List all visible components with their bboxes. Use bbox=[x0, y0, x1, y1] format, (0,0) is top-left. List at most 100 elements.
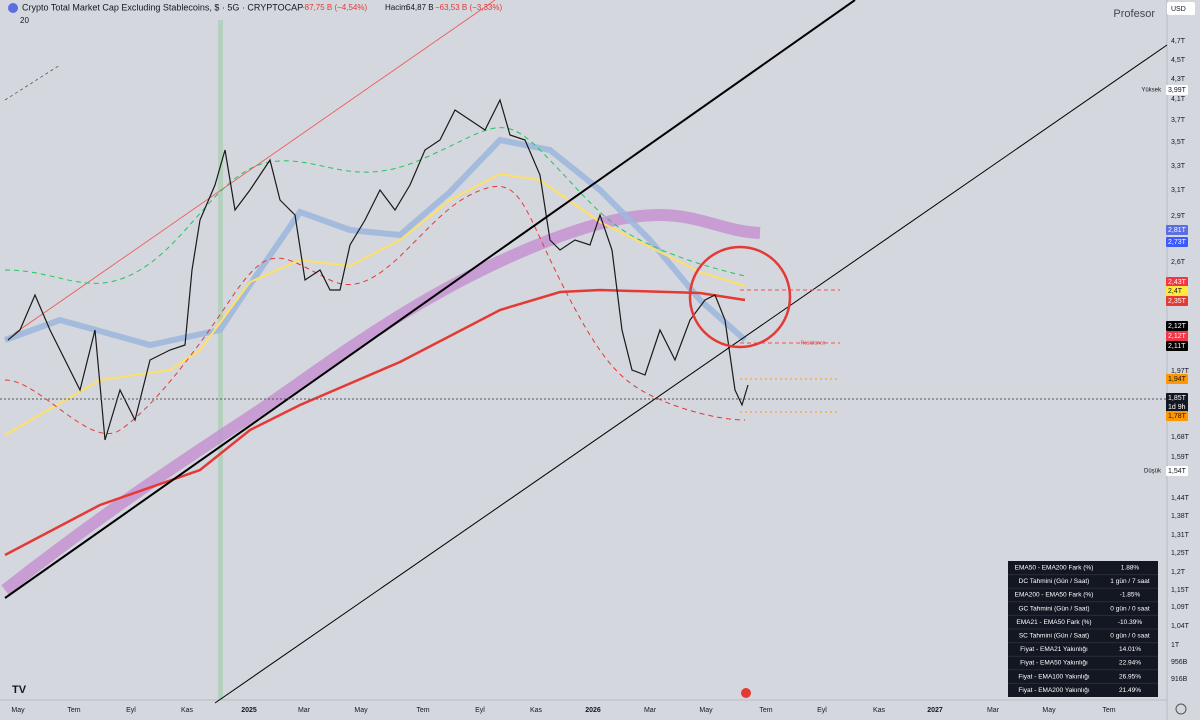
settings-icon[interactable] bbox=[1175, 703, 1187, 715]
currency-button[interactable] bbox=[1167, 2, 1195, 15]
high-marker: Yüksek bbox=[1141, 88, 1162, 94]
price-badge bbox=[1166, 277, 1188, 287]
price-label: 3,1T bbox=[1171, 187, 1186, 194]
time-label: Tem bbox=[1102, 707, 1115, 714]
ema200 bbox=[4, 288, 746, 557]
price-badge-label: 1d 9h bbox=[1168, 404, 1186, 411]
table-label: SC Tahmini (Gün / Saat) bbox=[1019, 633, 1089, 640]
price-label: 1,59T bbox=[1171, 454, 1190, 461]
table-value: 1 gün / 7 saat bbox=[1110, 578, 1150, 585]
price-badge-label: 2,11T bbox=[1168, 343, 1186, 350]
time-label: 2026 bbox=[585, 707, 601, 714]
price-badge-label: 2,12T bbox=[1168, 323, 1187, 330]
price-label: 916B bbox=[1171, 676, 1188, 683]
time-label: Mar bbox=[298, 707, 311, 714]
price-label: 3,5T bbox=[1171, 139, 1186, 146]
price-label: 1,15T bbox=[1171, 587, 1190, 594]
price-badge bbox=[1166, 466, 1188, 476]
table-label: EMA200 - EMA50 Fark (%) bbox=[1015, 592, 1094, 599]
table-value: 0 gün / 0 saat bbox=[1110, 633, 1150, 640]
table-value: 0 gün / 0 saat bbox=[1110, 605, 1150, 612]
time-label: May bbox=[354, 707, 368, 714]
price-badge-label: 2,81T bbox=[1168, 227, 1187, 234]
price-badge-label: 1,54T bbox=[1168, 468, 1187, 475]
price-label: 1,2T bbox=[1171, 569, 1186, 576]
price-label: 3,7T bbox=[1171, 117, 1186, 124]
volume-change: −63,53 B (−3,33%) bbox=[435, 3, 502, 12]
time-label: Eyl bbox=[475, 707, 485, 714]
time-label: Kas bbox=[181, 707, 194, 714]
time-label: Tem bbox=[416, 707, 429, 714]
price-label: 956B bbox=[1171, 659, 1188, 666]
table-label: Fiyat - EMA21 Yakınlığı bbox=[1020, 646, 1088, 653]
time-label: Kas bbox=[530, 707, 543, 714]
highlight-circle bbox=[688, 245, 792, 349]
table-label: GC Tahmini (Gün / Saat) bbox=[1018, 605, 1089, 612]
volume-label: Hacim bbox=[385, 3, 408, 12]
time-label: 2025 bbox=[241, 707, 257, 714]
low-marker: Düşük bbox=[1144, 469, 1162, 475]
currency[interactable]: USD bbox=[1171, 6, 1186, 13]
price-badge bbox=[1166, 411, 1188, 421]
table-value: -1.85% bbox=[1120, 592, 1141, 599]
price-badge bbox=[1166, 237, 1188, 247]
table-value: -10.39% bbox=[1118, 619, 1142, 626]
price-badge-label: 3,99T bbox=[1168, 87, 1187, 94]
symbol-icon bbox=[8, 3, 18, 13]
highlight-band bbox=[218, 20, 223, 700]
time-label: May bbox=[11, 707, 25, 714]
table-value: 1.88% bbox=[1121, 565, 1140, 572]
time-label: May bbox=[699, 707, 713, 714]
price-badge bbox=[1166, 286, 1188, 296]
dc-lower bbox=[4, 185, 746, 434]
price-label: 2,9T bbox=[1171, 213, 1186, 220]
price-badge bbox=[1166, 85, 1188, 95]
price-label: 1,31T bbox=[1171, 532, 1190, 539]
table-value: 21.49% bbox=[1119, 687, 1141, 694]
table-label: EMA50 - EMA200 Fark (%) bbox=[1015, 565, 1094, 572]
price-label: 1T bbox=[1171, 642, 1180, 649]
time-label: 2027 bbox=[927, 707, 943, 714]
price-label: 4,3T bbox=[1171, 76, 1186, 83]
price-badge-label: 2,35T bbox=[1168, 298, 1187, 305]
price-label: 1,09T bbox=[1171, 604, 1190, 611]
price-badge-label: 2,43T bbox=[1168, 279, 1187, 286]
price-label: 1,97T bbox=[1171, 368, 1190, 375]
table-label: DC Tahmini (Gün / Saat) bbox=[1019, 578, 1090, 585]
price-badge-label: 2,73T bbox=[1168, 239, 1187, 246]
price-label: 4,1T bbox=[1171, 96, 1186, 103]
price-badge bbox=[1166, 393, 1188, 403]
price-badge bbox=[1166, 341, 1188, 351]
change: −87,75 B (−4,54%) bbox=[300, 3, 367, 12]
price-badge bbox=[1166, 225, 1188, 235]
trendline bbox=[4, 0, 856, 599]
price-badge-label: 2,12T bbox=[1168, 333, 1187, 340]
ema-band bbox=[1, 209, 761, 595]
time-label: Kas bbox=[873, 707, 886, 714]
ema50 bbox=[4, 172, 746, 436]
table-label: Fiyat - EMA50 Yakınlığı bbox=[1020, 660, 1088, 667]
price-label: 1,68T bbox=[1171, 434, 1190, 441]
table-label: Fiyat - EMA100 Yakınlığı bbox=[1018, 673, 1089, 680]
event-icon[interactable] bbox=[741, 688, 751, 698]
symbol: Crypto Total Market Cap Excluding Stable… bbox=[22, 2, 303, 12]
price-label: 4,5T bbox=[1171, 57, 1186, 64]
price-badge bbox=[1166, 296, 1188, 306]
time-label: Eyl bbox=[817, 707, 827, 714]
time-label: Mar bbox=[987, 707, 1000, 714]
resistance-label: Resistance bbox=[801, 340, 826, 346]
price-badge bbox=[1166, 321, 1188, 331]
price-badge-label: 1,94T bbox=[1168, 376, 1187, 383]
price-line bbox=[7, 98, 749, 441]
price-badge bbox=[1166, 402, 1188, 412]
price-label: 2,6T bbox=[1171, 259, 1186, 266]
price-badge bbox=[1166, 374, 1188, 384]
price-badge-label: 1,85T bbox=[1168, 395, 1187, 402]
table-value: 22.94% bbox=[1119, 660, 1141, 667]
time-label: Mar bbox=[644, 707, 657, 714]
ema21 bbox=[3, 136, 747, 349]
channel-line bbox=[4, 64, 61, 101]
